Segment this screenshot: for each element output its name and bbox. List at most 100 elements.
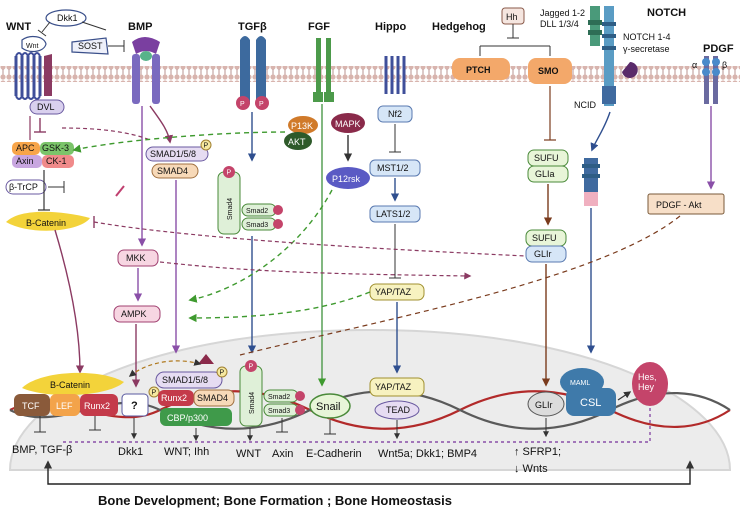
dna-strand-a: [9, 390, 731, 430]
svg-text:Smad4: Smad4: [227, 198, 234, 220]
mapk-node: MAPK: [331, 113, 365, 133]
fgf-title: FGF: [308, 21, 330, 33]
notch-receptor-label: NOTCH 1-4: [623, 32, 671, 42]
svg-text:?: ?: [131, 400, 138, 412]
svg-text:LATS1/2: LATS1/2: [376, 209, 410, 219]
target-ecadherin: E-Cadherin: [306, 448, 362, 460]
nuclear-yaptaz: YAP/TAZ: [369, 377, 425, 397]
svg-text:P12rsk: P12rsk: [332, 174, 361, 184]
nuclear-bcatenin: B-Catenin: [22, 372, 124, 396]
ampk-node: AMPK: [113, 305, 161, 323]
tgfb-title: TGFβ: [238, 21, 267, 33]
svg-text:CBP/p300: CBP/p300: [167, 413, 208, 423]
smad158-node: SMAD1/5/8 P: [145, 139, 212, 162]
p-badge: [223, 166, 235, 178]
svg-text:DVL: DVL: [37, 102, 55, 112]
pdgf-receptor: [702, 56, 720, 104]
bmp-receptor: [132, 37, 160, 104]
svg-text:SMAD1/5/8: SMAD1/5/8: [162, 375, 208, 385]
smad4-vertical-node: P Smad4: [217, 166, 241, 235]
runx2-node: Runx2: [80, 394, 118, 416]
svg-text:SUFU: SUFU: [534, 153, 559, 163]
hes-hey-node: Hes, Hey: [632, 362, 668, 406]
ptch-receptor: PTCH: [452, 58, 510, 80]
svg-text:AKT: AKT: [288, 137, 306, 147]
pdgf-title: PDGF: [703, 43, 734, 55]
pdgf-akt-node: PDGF - Akt: [647, 193, 725, 215]
svg-text:P: P: [220, 370, 225, 377]
svg-text:Smad3: Smad3: [268, 408, 290, 415]
svg-text:TCF: TCF: [22, 401, 40, 411]
p-badge: [200, 139, 212, 151]
sufu-node: SUFU: [527, 149, 569, 167]
svg-text:GLIr: GLIr: [534, 249, 552, 259]
unknown-factor-node: ?: [121, 393, 149, 417]
footer-caption: Bone Development; Bone Formation ; Bone …: [98, 493, 452, 508]
hippo-title: Hippo: [375, 21, 406, 33]
yaptaz-node: YAP/TAZ: [369, 283, 425, 301]
target-wnt5a: Wnt5a; Dkk1; BMP4: [378, 448, 477, 460]
svg-text:MAML: MAML: [570, 380, 590, 387]
p-badge: [236, 96, 250, 110]
jagged-ligand: [588, 6, 602, 46]
svg-text:SMAD4: SMAD4: [157, 166, 188, 176]
snail-node: Snail: [309, 393, 351, 419]
tead-node: TEAD: [374, 400, 420, 420]
p-badge: [216, 366, 228, 378]
svg-text:B-Catenin: B-Catenin: [50, 380, 90, 390]
svg-text:MAPK: MAPK: [335, 119, 361, 129]
svg-text:Smad4: Smad4: [249, 392, 256, 414]
nf2-node: Nf2: [377, 105, 413, 123]
sost-ligand: SOST: [71, 37, 109, 55]
target-wnt: WNT: [236, 448, 261, 460]
svg-text:CSL: CSL: [580, 397, 601, 409]
svg-text:Nf2: Nf2: [388, 109, 402, 119]
wnt-ligand: Wnt: [21, 35, 47, 53]
svg-text:β-TrCP: β-TrCP: [9, 182, 38, 192]
hedgehog-title: Hedgehog: [432, 21, 486, 33]
svg-text:LEF: LEF: [56, 401, 73, 411]
nuclear-smad23: Smad2 Smad3: [263, 389, 305, 417]
notch-title: NOTCH: [647, 7, 686, 19]
notch-receptor: [602, 6, 616, 106]
svg-text:P: P: [227, 170, 232, 177]
akt-node: AKT: [284, 132, 312, 150]
lats12-node: LATS1/2: [369, 205, 421, 223]
svg-text:SMAD4: SMAD4: [197, 393, 228, 403]
p12rsk-node: P12rsk: [326, 167, 370, 189]
svg-text:B-Catenin: B-Catenin: [26, 218, 66, 228]
target-sfrp1: ↑ SFRP1;: [514, 446, 561, 458]
smad4-node: SMAD4: [151, 163, 199, 179]
svg-text:P13K: P13K: [291, 121, 313, 131]
svg-text:Hh: Hh: [506, 12, 518, 22]
svg-text:Smad3: Smad3: [246, 222, 268, 229]
svg-text:GLIa: GLIa: [535, 169, 555, 179]
svg-text:MST1/2: MST1/2: [377, 163, 409, 173]
glir-node: GLIr: [525, 245, 567, 263]
glia-node: GLIa: [527, 165, 569, 183]
dvl-node: DVL: [29, 99, 65, 115]
svg-text:P: P: [240, 101, 245, 108]
cbp-p300-node: CBP/p300: [160, 408, 232, 426]
svg-text:SMAD1/5/8: SMAD1/5/8: [150, 149, 196, 159]
svg-text:Smad2: Smad2: [268, 394, 290, 401]
svg-text:SUFU: SUFU: [532, 233, 557, 243]
sufu-node-2: SUFU: [525, 229, 567, 247]
triangle-marker-icon: [198, 354, 214, 364]
target-wnt-ihh: WNT; Ihh: [164, 446, 209, 458]
svg-text:GSK-3: GSK-3: [42, 143, 69, 153]
btrcp-node: β-TrCP: [5, 179, 47, 195]
mkk-node: MKK: [117, 249, 159, 267]
svg-text:Dkk1: Dkk1: [57, 13, 78, 23]
svg-text:Hes,Hey: Hes, Hey: [638, 372, 657, 392]
svg-text:SOST: SOST: [78, 41, 103, 51]
svg-text:P: P: [259, 101, 264, 108]
pdgf-alpha: α: [692, 60, 697, 70]
fgf-receptor: [313, 38, 334, 102]
svg-text:Runx2: Runx2: [161, 393, 187, 403]
nuclear-glir: GLIr: [527, 391, 565, 417]
p-badge: [148, 386, 160, 398]
svg-text:AMPK: AMPK: [121, 309, 147, 319]
wnt-title: WNT: [6, 21, 31, 33]
